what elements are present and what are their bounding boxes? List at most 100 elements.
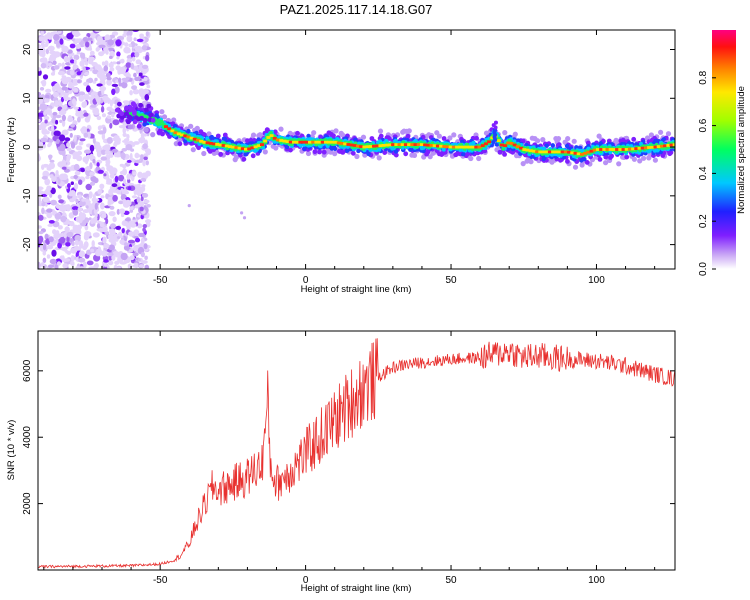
ridge-core-cell	[464, 145, 469, 149]
ridge-core-cell	[237, 146, 242, 150]
ridge-cell	[138, 102, 144, 108]
ridge-cell	[125, 119, 131, 125]
ridge-core-cell	[416, 143, 421, 146]
noise-speckle	[51, 176, 57, 183]
noise-speckle	[85, 85, 91, 93]
noise-speckle	[67, 128, 74, 132]
noise-speckle	[60, 215, 67, 223]
noise-speckle	[41, 202, 46, 207]
ridge-cell	[471, 140, 476, 145]
ridge-core-cell	[419, 143, 424, 146]
noise-speckle	[46, 208, 53, 213]
noise-speckle	[63, 168, 70, 173]
noise-speckle	[73, 134, 77, 142]
noise-speckle	[124, 42, 129, 47]
noise-speckle	[123, 79, 129, 83]
noise-speckle	[144, 94, 150, 101]
ridge-core-cell	[432, 144, 437, 148]
noise-speckle	[70, 181, 75, 185]
ridge-cell	[668, 150, 674, 156]
noise-speckle	[94, 202, 98, 210]
colorbar-tick-label: 0.6	[698, 118, 709, 132]
noise-speckle	[98, 44, 106, 49]
ridge-cell	[406, 128, 412, 134]
noise-speckle	[77, 79, 81, 84]
ridge-cell	[201, 150, 207, 157]
ridge-core-cell	[368, 145, 373, 148]
ridge-core-cell	[634, 147, 639, 150]
noise-speckle	[61, 75, 67, 79]
noise-speckle	[109, 231, 116, 236]
noise-speckle	[55, 114, 62, 119]
ridge-cell	[262, 149, 268, 155]
ridge-cell	[665, 131, 672, 137]
ridge-cell	[317, 149, 322, 155]
spectrogram-y-axis-label: Frequency (Hz)	[6, 117, 17, 182]
noise-speckle	[61, 247, 66, 251]
noise-speckle	[85, 166, 91, 171]
ridge-core-cell	[397, 143, 402, 146]
ridge-cell	[652, 157, 659, 163]
ridge-core-cell	[531, 149, 536, 153]
noise-speckle	[240, 211, 244, 215]
noise-speckle	[105, 193, 109, 200]
noise-speckle	[133, 72, 137, 78]
noise-speckle	[53, 130, 61, 137]
noise-speckle	[86, 154, 91, 159]
noise-speckle	[123, 30, 127, 35]
noise-speckle	[72, 87, 79, 93]
noise-speckle	[134, 98, 139, 103]
ridge-core-cell	[333, 140, 338, 144]
ridge-core-cell	[208, 142, 213, 145]
noise-speckle	[90, 248, 95, 253]
ridge-core-cell	[637, 146, 642, 150]
ridge-core-cell	[541, 150, 546, 154]
noise-speckle	[138, 264, 145, 268]
noise-speckle	[103, 243, 110, 249]
noise-speckle	[88, 191, 93, 199]
noise-speckle	[136, 46, 143, 54]
noise-speckle	[57, 194, 62, 200]
ridge-core-cell	[288, 140, 293, 144]
noise-speckle	[68, 212, 75, 219]
noise-speckle	[146, 204, 151, 208]
ridge-cell	[535, 138, 541, 144]
noise-speckle	[85, 41, 90, 48]
noise-speckle	[143, 76, 148, 82]
noise-speckle	[41, 79, 47, 87]
noise-speckle	[78, 216, 83, 224]
noise-speckle	[92, 137, 96, 144]
ridge-cell	[476, 155, 482, 162]
noise-speckle	[101, 133, 106, 140]
noise-speckle	[100, 156, 108, 161]
noise-speckle	[52, 229, 57, 235]
noise-speckle	[115, 225, 122, 230]
noise-speckle	[55, 119, 59, 125]
noise-speckle	[117, 266, 121, 269]
noise-speckle	[46, 244, 54, 250]
noise-speckle	[141, 260, 148, 264]
ridge-cell	[171, 117, 177, 123]
ridge-cell	[311, 130, 317, 136]
ridge-core-cell	[196, 138, 200, 142]
noise-speckle	[108, 211, 116, 217]
noise-speckle	[50, 31, 55, 36]
noise-speckle	[38, 118, 41, 123]
noise-speckle	[89, 50, 95, 56]
noise-speckle	[122, 132, 127, 137]
noise-speckle	[70, 141, 76, 149]
noise-speckle	[94, 144, 99, 150]
noise-speckle	[67, 183, 71, 189]
ridge-cell	[540, 137, 546, 143]
noise-speckle	[144, 264, 150, 269]
noise-speckle	[96, 115, 102, 121]
noise-speckle	[126, 173, 131, 180]
noise-speckle	[93, 177, 99, 184]
noise-speckle	[145, 170, 151, 177]
ridge-core-cell	[653, 145, 658, 149]
ridge-core-cell	[461, 145, 466, 149]
noise-speckle	[104, 60, 109, 67]
noise-speckle	[84, 231, 92, 237]
noise-speckle	[126, 133, 130, 140]
noise-speckle	[99, 183, 105, 190]
